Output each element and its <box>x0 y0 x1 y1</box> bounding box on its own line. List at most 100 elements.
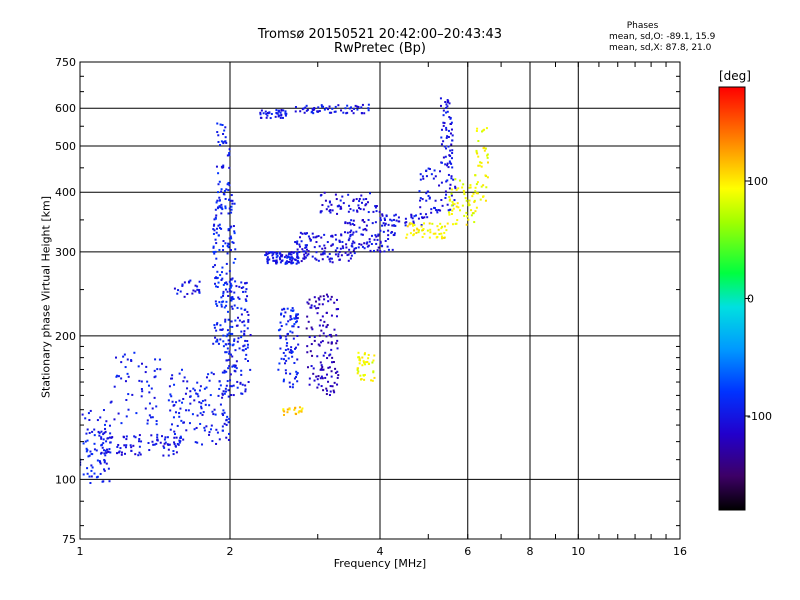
data-point <box>318 334 321 337</box>
data-point <box>330 235 333 238</box>
data-point <box>444 163 447 166</box>
data-point <box>383 224 386 227</box>
data-point <box>231 202 234 205</box>
data-point <box>356 368 359 371</box>
data-point <box>222 240 225 243</box>
data-point <box>326 323 329 326</box>
data-point <box>233 232 236 235</box>
data-point <box>418 190 421 193</box>
data-point <box>328 200 331 203</box>
data-point <box>247 381 250 384</box>
data-point <box>127 375 130 378</box>
data-point <box>229 290 232 293</box>
data-point <box>244 357 247 360</box>
data-point <box>231 332 234 335</box>
data-point <box>228 358 231 361</box>
data-point <box>199 412 202 415</box>
data-point <box>223 193 226 196</box>
data-point <box>173 433 176 436</box>
data-point <box>345 243 348 246</box>
data-point <box>228 332 231 335</box>
data-point <box>230 199 233 202</box>
phase-stats-title: Phases <box>626 21 659 31</box>
data-point <box>296 254 299 257</box>
data-point <box>442 156 445 159</box>
data-point <box>350 229 353 232</box>
data-point <box>156 436 159 439</box>
data-point <box>222 334 225 337</box>
data-point <box>279 116 282 119</box>
data-point <box>138 379 141 382</box>
data-point <box>214 238 217 241</box>
data-point <box>296 372 299 375</box>
data-point <box>93 448 96 451</box>
data-point <box>338 250 341 253</box>
data-point <box>229 379 232 382</box>
data-point <box>433 206 436 209</box>
data-point <box>120 451 123 454</box>
data-point <box>332 361 335 364</box>
data-point <box>391 248 394 251</box>
data-point <box>473 199 476 202</box>
data-point <box>475 129 478 132</box>
data-point <box>450 143 453 146</box>
data-point <box>318 324 321 327</box>
data-point <box>310 343 313 346</box>
data-point <box>360 194 363 197</box>
data-point <box>228 352 231 355</box>
data-point <box>262 112 265 115</box>
data-point <box>224 197 227 200</box>
y-tick-label: 600 <box>55 102 76 115</box>
data-point <box>445 136 448 139</box>
data-point <box>352 231 355 234</box>
data-point <box>116 374 119 377</box>
data-point <box>194 441 197 444</box>
data-point <box>332 389 335 392</box>
data-point <box>287 253 290 256</box>
data-point <box>327 108 330 111</box>
data-point <box>364 363 367 366</box>
data-point <box>93 472 96 475</box>
data-point <box>226 252 229 255</box>
data-point <box>298 406 301 409</box>
data-point <box>228 207 231 210</box>
data-point <box>220 140 223 143</box>
data-point <box>318 110 321 113</box>
data-point <box>319 361 322 364</box>
data-point <box>318 245 321 248</box>
data-point <box>439 170 442 173</box>
data-point <box>349 234 352 237</box>
data-point <box>282 378 285 381</box>
data-point <box>231 277 234 280</box>
data-point <box>312 112 315 115</box>
data-point <box>225 384 228 387</box>
data-point <box>223 371 226 374</box>
data-point <box>289 261 292 264</box>
data-point <box>311 328 314 331</box>
data-point <box>474 174 477 177</box>
data-point <box>225 436 228 439</box>
data-point <box>291 350 294 353</box>
data-point <box>370 379 373 382</box>
data-point <box>365 242 368 245</box>
data-point <box>389 218 392 221</box>
data-point <box>205 376 208 379</box>
data-point <box>133 351 136 354</box>
data-point <box>221 245 224 248</box>
data-point <box>380 244 383 247</box>
data-point <box>455 222 458 225</box>
data-point <box>440 136 443 139</box>
data-point <box>283 315 286 318</box>
data-point <box>291 257 294 260</box>
data-point <box>335 198 338 201</box>
data-point <box>296 240 299 243</box>
data-point <box>86 428 89 431</box>
data-point <box>167 454 170 457</box>
data-point <box>337 104 340 107</box>
data-point <box>283 308 286 311</box>
data-point <box>357 246 360 249</box>
data-point <box>181 283 184 286</box>
data-point <box>306 232 309 235</box>
data-point <box>455 188 458 191</box>
